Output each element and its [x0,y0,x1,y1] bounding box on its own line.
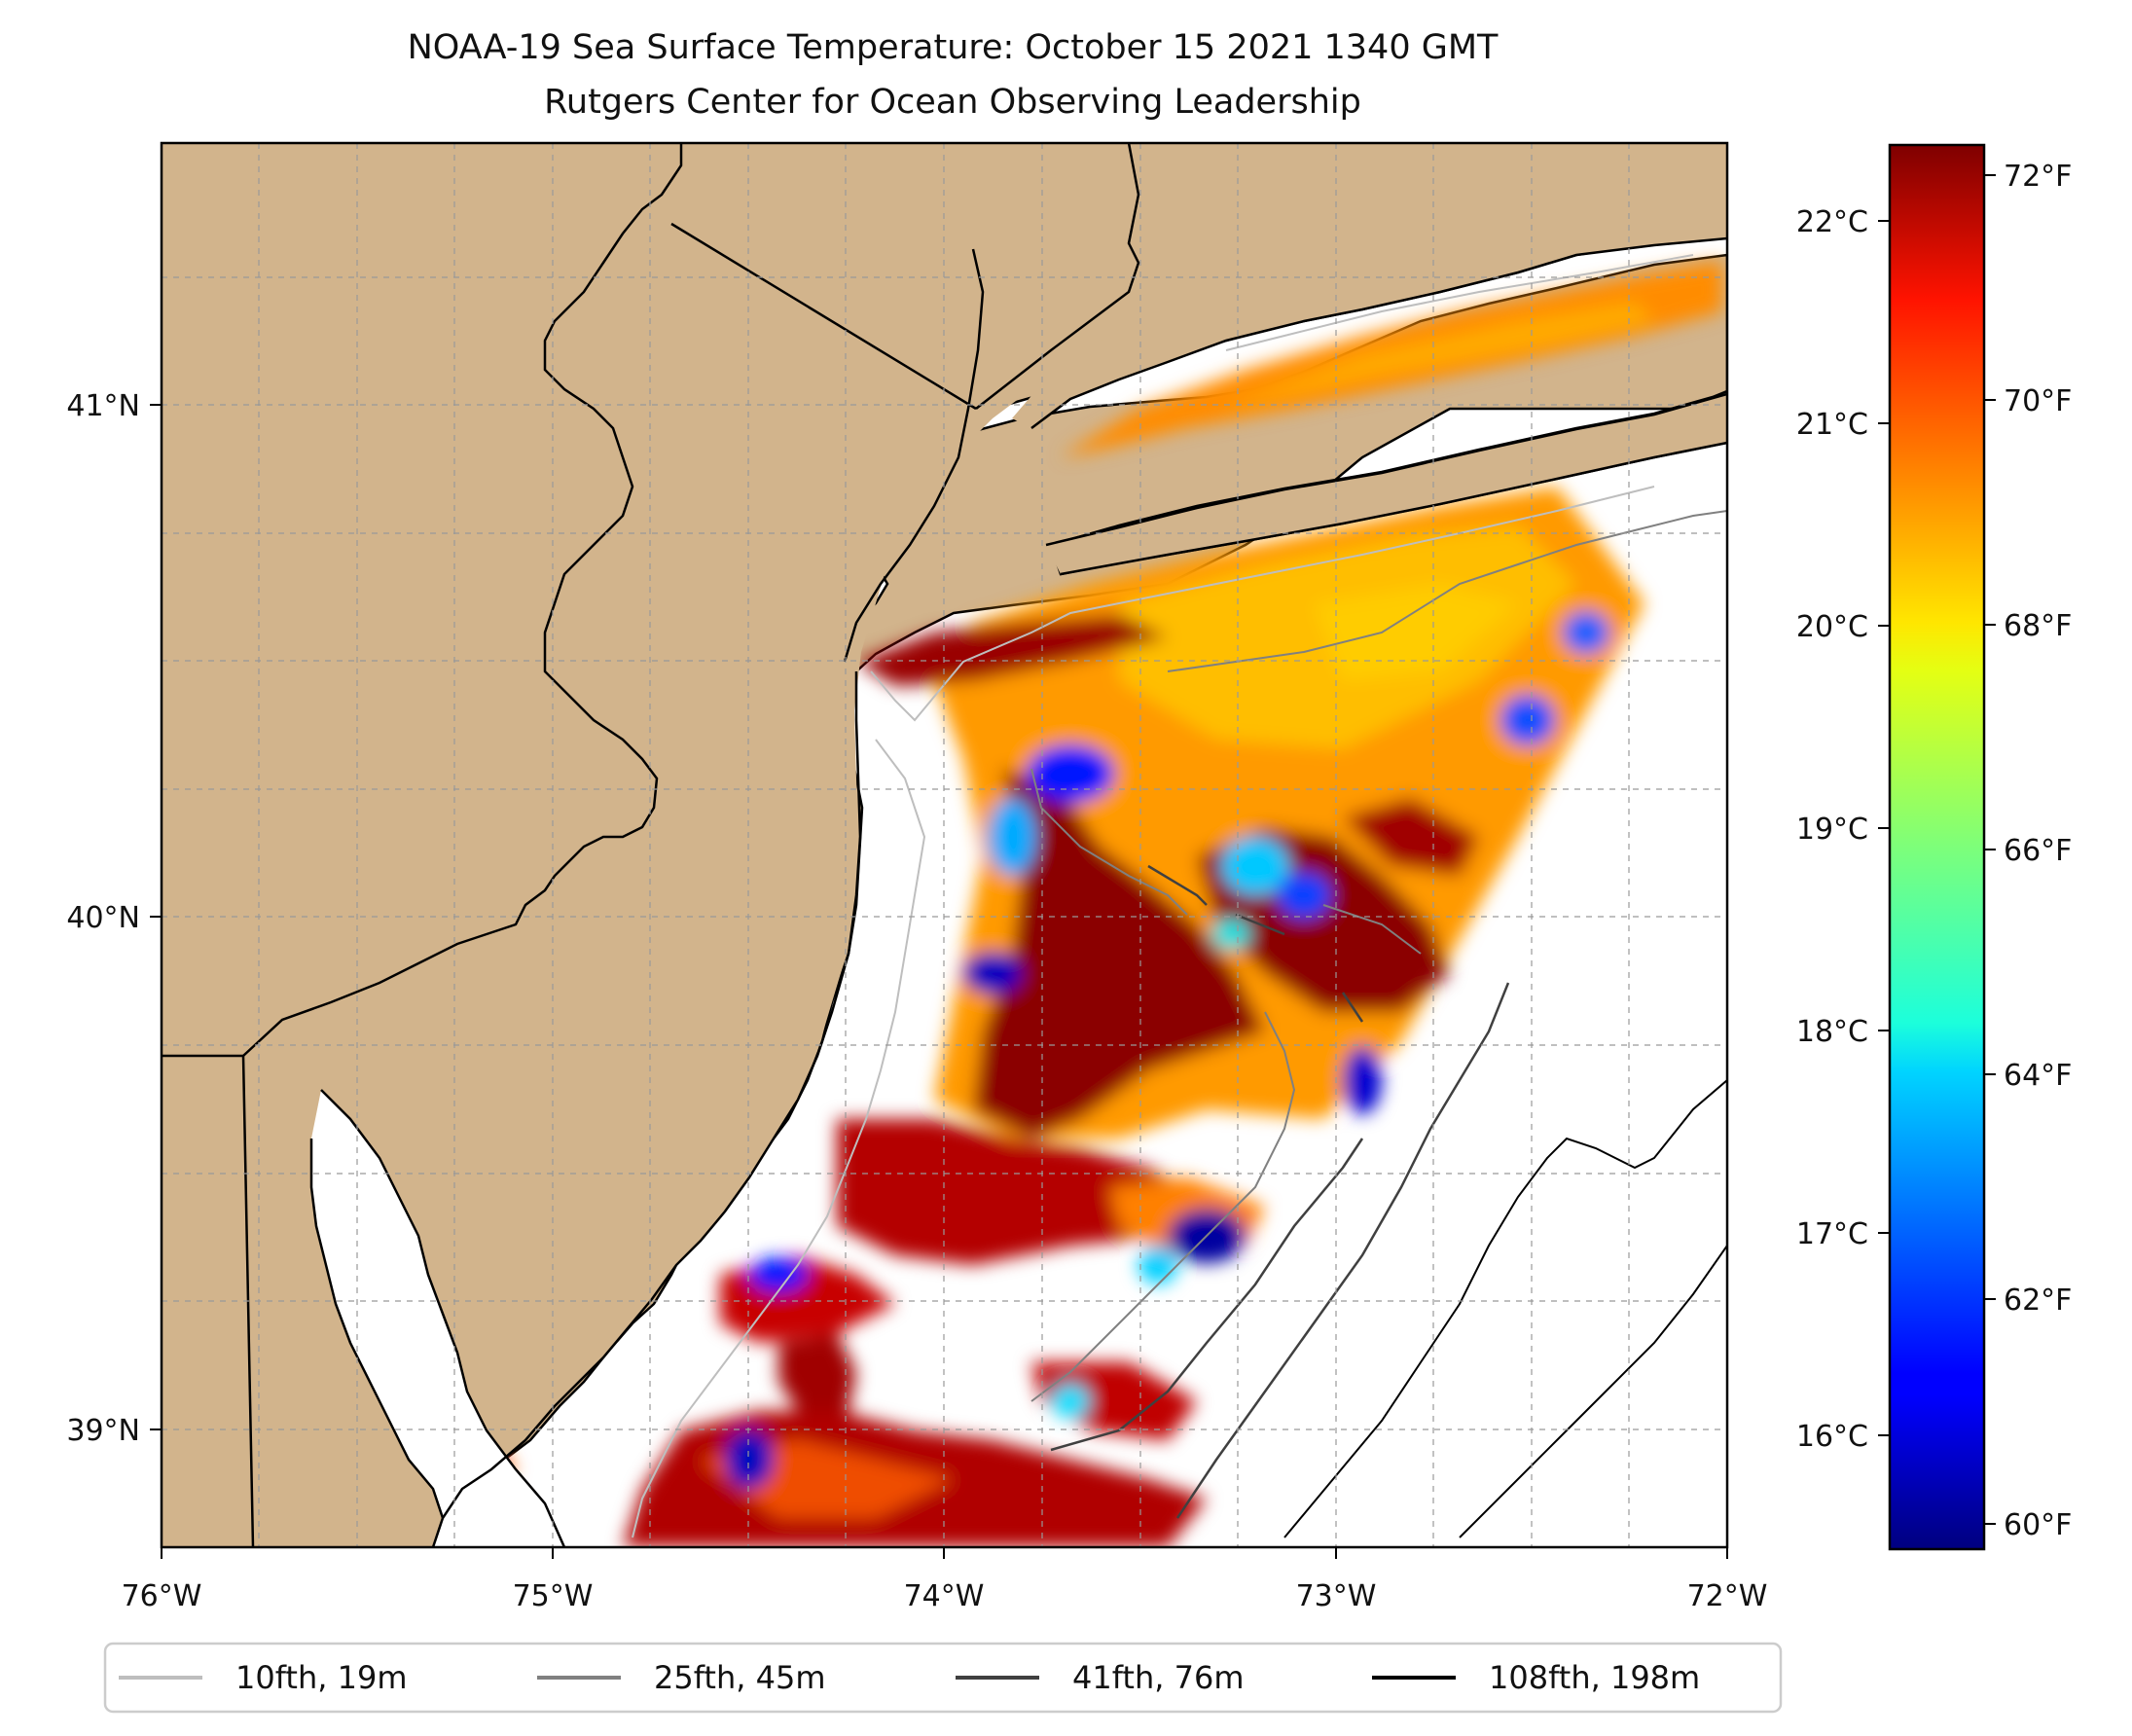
c-tick-label: 16°C [1796,1420,1868,1454]
c-tick-label: 22°C [1796,205,1868,239]
land-overlay [162,143,1727,1547]
lon-tick-label: 75°W [513,1579,594,1613]
colorbar: 72°F 70°F 68°F 66°F 64°F 62°F 60°F 22°C … [1796,143,2072,1551]
isobath-10fth [632,254,1694,1538]
f-tick-label: 66°F [2004,834,2072,868]
isobath-41fth [1050,864,1510,1519]
isobath-25fth [1030,510,1727,1402]
f-tick-label: 72°F [2004,160,2072,194]
legend-label: 108fth, 198m [1489,1659,1700,1696]
f-tick-label: 60°F [2004,1508,2072,1542]
f-tick-label: 68°F [2004,609,2072,643]
c-tick-label: 18°C [1796,1015,1868,1049]
map-axes [150,404,1728,1559]
f-tick-label: 62°F [2004,1284,2072,1318]
legend-label: 41fth, 76m [1072,1659,1244,1696]
isobath-108fth [1283,1079,1727,1538]
isobaths [632,254,1727,1538]
delaware-bay [311,1090,564,1547]
legend: 10fth, 19m 25fth, 45m 41fth, 76m 108fth,… [103,1642,1783,1714]
c-tick-label: 17°C [1796,1217,1868,1251]
coastline [309,236,1727,1547]
c-tick-label: 20°C [1796,610,1868,644]
lon-tick-label: 76°W [122,1579,202,1613]
map-tick-labels: 76°W 75°W 74°W 73°W 72°W 41°N 40°N 39°N [66,389,1767,1613]
lon-tick-label: 73°W [1296,1579,1377,1613]
c-tick-label: 21°C [1796,408,1868,442]
lon-tick-label: 72°W [1687,1579,1768,1613]
f-tick-label: 64°F [2004,1059,2072,1093]
colorbar-gradient [1888,143,1986,1551]
lon-tick-label: 74°W [904,1579,985,1613]
chart-title: NOAA-19 Sea Surface Temperature: October… [407,28,1499,67]
lat-tick-label: 40°N [66,901,140,935]
f-tick-label: 70°F [2004,384,2072,418]
map-panel [162,143,1727,1547]
legend-label: 25fth, 45m [654,1659,825,1696]
legend-box [103,1642,1783,1714]
sst-swath [341,261,1722,1547]
gridlines [162,143,1727,1547]
lat-tick-label: 41°N [66,389,140,423]
chart-subtitle: Rutgers Center for Ocean Observing Leade… [544,83,1361,122]
legend-label: 10fth, 19m [235,1659,407,1696]
lat-tick-label: 39°N [66,1414,140,1448]
c-tick-label: 19°C [1796,813,1868,847]
